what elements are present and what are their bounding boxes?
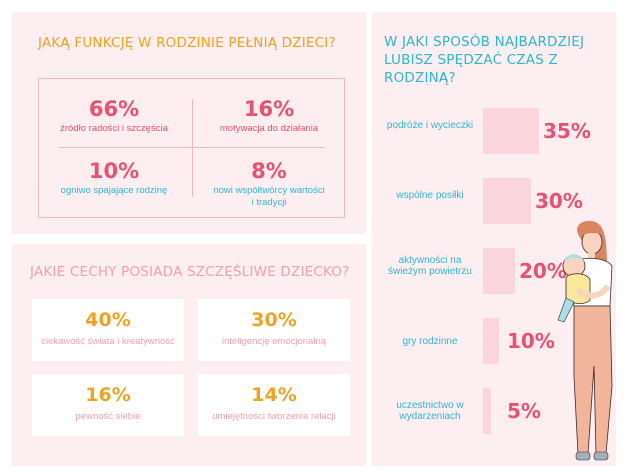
bar-value-label: 5%	[507, 399, 541, 423]
bar-value-label: 35%	[543, 119, 591, 143]
trait-card-relations: 14% umiejętności tworzenia relacji	[198, 374, 350, 436]
bar-3	[483, 318, 499, 364]
trait-percent: 30%	[251, 309, 297, 331]
bar-2	[483, 248, 515, 294]
stat-percent: 66%	[88, 97, 140, 121]
trait-card-confidence: 16% pewność siebie	[32, 374, 184, 436]
happy-child-panel: JAKIE CECHY POSIADA SZCZĘŚLIWE DZIECKO? …	[12, 244, 366, 466]
bar-category-label: wspólne posiłki	[396, 190, 464, 201]
grid-divider-vertical	[192, 99, 193, 197]
trait-label: umiejętności tworzenia relacji	[212, 411, 336, 422]
chart-title: W JAKI SPOSÓB NAJBARDZIEJ LUBISZ SPĘDZAĆ…	[384, 34, 585, 86]
trait-card-emotional: 30% inteligencję emocjonalną	[198, 299, 350, 361]
stat-percent: 8%	[251, 159, 287, 183]
stat-label: motywacja do działania	[219, 123, 319, 134]
bar-value-label: 10%	[507, 329, 555, 353]
trait-label: ciekawość świata i kreatywność	[41, 336, 175, 347]
family-function-panel: JAKĄ FUNKCJĘ W RODZINIE PEŁNIĄ DZIECI? 6…	[12, 12, 366, 234]
trait-label: pewność siebie	[75, 411, 141, 422]
trait-label: inteligencję emocjonalną	[221, 336, 327, 347]
bar-1	[483, 178, 531, 224]
bar-0	[483, 108, 539, 154]
bar-value-label: 30%	[535, 189, 583, 213]
stat-label: ogniwo spajające rodzinę	[60, 185, 168, 196]
trait-percent: 14%	[251, 384, 297, 406]
bar-category-label: gry rodzinne	[402, 335, 458, 347]
mother-holding-baby-illustration	[557, 220, 613, 461]
stat-percent: 10%	[88, 159, 140, 183]
stat-percent: 16%	[243, 97, 295, 121]
stat-cocreators: 8% nowi współtwórcy wartości i tradycji	[194, 159, 344, 209]
stat-label: nowi współtwórcy wartości i tradycji	[213, 185, 325, 208]
happy-child-title: JAKIE CECHY POSIADA SZCZĘŚLIWE DZIECKO?	[30, 264, 350, 280]
bar-4	[483, 388, 491, 434]
stat-motivation: 16% motywacja do działania	[194, 97, 344, 135]
bar-value-label: 20%	[519, 259, 567, 283]
family-function-title: JAKĄ FUNKCJĘ W RODZINIE PEŁNIĄ DZIECI?	[38, 35, 336, 51]
bar-category-label: uczestnictwo w wydarzeniach	[396, 400, 464, 422]
stat-joy: 66% źródło radości i szczęścia	[39, 97, 189, 135]
family-function-grid: 66% źródło radości i szczęścia 16% motyw…	[38, 78, 345, 218]
stat-bond: 10% ogniwo spajające rodzinę	[39, 159, 189, 197]
trait-percent: 16%	[85, 384, 131, 406]
bar-category-label: podróże i wycieczki	[386, 120, 474, 131]
grid-divider-horizontal	[59, 147, 324, 148]
stat-label: źródło radości i szczęścia	[60, 123, 168, 134]
bar-category-label: aktywności na świeżym powietrzu	[388, 254, 472, 277]
trait-card-curiosity: 40% ciekawość świata i kreatywność	[32, 299, 184, 361]
trait-percent: 40%	[85, 309, 131, 331]
